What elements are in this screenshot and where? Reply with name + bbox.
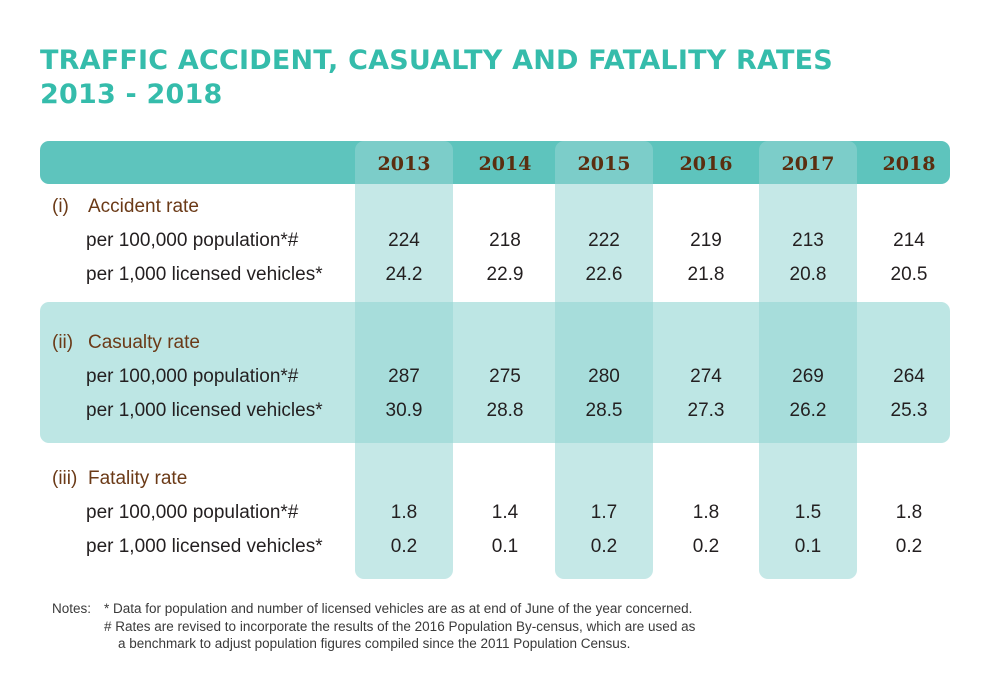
section-label: Accident rate xyxy=(88,196,199,217)
table-cell: 0.2 xyxy=(590,536,618,557)
row-label: per 1,000 licensed vehicles* xyxy=(86,264,323,285)
section-title-fatality: (iii) Fatality rate xyxy=(52,468,187,490)
table-cell: 214 xyxy=(893,230,925,251)
section-number: (i) xyxy=(52,196,69,217)
table-cell: 264 xyxy=(893,366,925,387)
table-cell: 26.2 xyxy=(789,400,827,421)
note-line: # Rates are revised to incorporate the r… xyxy=(104,619,696,634)
year-header-2014: 2014 xyxy=(478,153,532,175)
section-title-accident: (i) Accident rate xyxy=(52,196,199,218)
table-cell: 280 xyxy=(588,366,620,387)
column-strip-2017 xyxy=(759,141,857,579)
note-line: a benchmark to adjust population figures… xyxy=(118,636,631,651)
section-title-casualty: (ii) Casualty rate xyxy=(52,332,200,354)
column-strip-2013 xyxy=(355,141,453,579)
year-header-2017: 2017 xyxy=(781,153,835,175)
table-cell: 219 xyxy=(690,230,722,251)
section-label: Fatality rate xyxy=(88,468,188,489)
note-line: * Data for population and number of lice… xyxy=(104,601,693,616)
table-cell: 1.4 xyxy=(491,502,519,523)
table-cell: 20.5 xyxy=(890,264,928,285)
table-cell: 213 xyxy=(792,230,824,251)
table-cell: 25.3 xyxy=(890,400,928,421)
title-line-2: 2013 - 2018 xyxy=(40,79,223,110)
year-header-2013: 2013 xyxy=(377,153,431,175)
table-cell: 22.9 xyxy=(486,264,524,285)
table-cell: 21.8 xyxy=(687,264,725,285)
table-cell: 275 xyxy=(489,366,521,387)
table-cell: 287 xyxy=(388,366,420,387)
table-cell: 24.2 xyxy=(385,264,423,285)
table-cell: 30.9 xyxy=(385,400,423,421)
table-cell: 0.1 xyxy=(491,536,519,557)
year-header-2015: 2015 xyxy=(577,153,631,175)
section-label: Casualty rate xyxy=(88,332,200,353)
table-cell: 20.8 xyxy=(789,264,827,285)
table-cell: 1.8 xyxy=(895,502,923,523)
row-label: per 100,000 population*# xyxy=(86,502,299,523)
table-cell: 0.2 xyxy=(390,536,418,557)
notes-label: Notes: xyxy=(52,601,92,616)
row-label: per 100,000 population*# xyxy=(86,366,299,387)
table-cell: 0.1 xyxy=(794,536,822,557)
table-cell: 222 xyxy=(588,230,620,251)
year-header-2018: 2018 xyxy=(882,153,936,175)
table-cell: 28.5 xyxy=(585,400,623,421)
table-cell: 274 xyxy=(690,366,722,387)
table-cell: 269 xyxy=(792,366,824,387)
row-label: per 100,000 population*# xyxy=(86,230,299,251)
table-cell: 224 xyxy=(388,230,420,251)
table-cell: 27.3 xyxy=(687,400,725,421)
page-title: TRAFFIC ACCIDENT, CASUALTY AND FATALITY … xyxy=(40,44,833,112)
section-number: (ii) xyxy=(52,332,74,353)
table-cell: 22.6 xyxy=(585,264,623,285)
table-cell: 218 xyxy=(489,230,521,251)
table-cell: 1.8 xyxy=(692,502,720,523)
title-line-1: TRAFFIC ACCIDENT, CASUALTY AND FATALITY … xyxy=(40,45,833,76)
section-number: (iii) xyxy=(52,468,78,489)
table-cell: 0.2 xyxy=(895,536,923,557)
table-cell: 1.8 xyxy=(390,502,418,523)
table-cell: 1.5 xyxy=(794,502,822,523)
year-header-2016: 2016 xyxy=(679,153,733,175)
table-cell: 1.7 xyxy=(590,502,618,523)
row-label: per 1,000 licensed vehicles* xyxy=(86,536,323,557)
row-label: per 1,000 licensed vehicles* xyxy=(86,400,323,421)
table-cell: 28.8 xyxy=(486,400,524,421)
column-strip-2015 xyxy=(555,141,653,579)
table-cell: 0.2 xyxy=(692,536,720,557)
